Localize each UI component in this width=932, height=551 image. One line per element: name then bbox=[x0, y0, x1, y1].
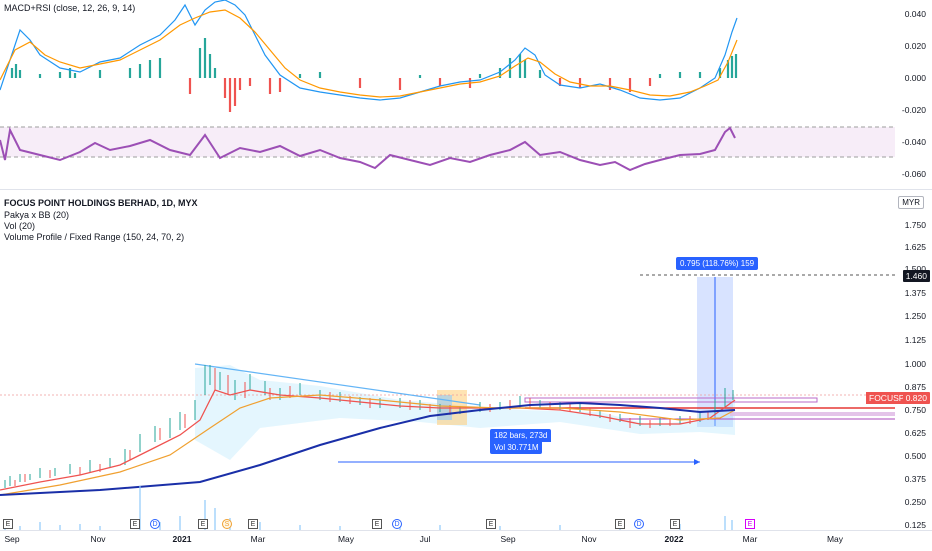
range-label-vol: Vol 30.771M bbox=[490, 441, 543, 454]
pane-divider[interactable] bbox=[0, 189, 932, 190]
price-tick: 0.750 bbox=[904, 405, 926, 415]
price-tick: 1.500 bbox=[904, 264, 926, 274]
earnings-event-icon[interactable]: E bbox=[130, 519, 140, 529]
price-tick: 0.625 bbox=[904, 428, 926, 438]
price-tick: 1.000 bbox=[904, 359, 926, 369]
macd-tick: 0.020 bbox=[904, 41, 926, 51]
price-tick: 1.250 bbox=[904, 311, 926, 321]
macd-tick: -0.020 bbox=[901, 105, 926, 115]
currency-badge[interactable]: MYR bbox=[898, 196, 924, 209]
time-axis-label: Sep bbox=[4, 534, 20, 544]
dividend-event-icon[interactable]: D bbox=[634, 519, 644, 529]
price-tick: 0.375 bbox=[904, 474, 926, 484]
symbol-legend: FOCUS POINT HOLDINGS BERHAD, 1D, MYX bbox=[4, 198, 198, 208]
ma-mid-line bbox=[0, 394, 736, 496]
price-tick: 1.750 bbox=[904, 220, 926, 230]
macd-rsi-pane[interactable]: MACD+RSI (close, 12, 26, 9, 14) 0.040 0.… bbox=[0, 0, 932, 190]
macd-tick: -0.040 bbox=[901, 137, 926, 147]
earnings-event-icon[interactable]: E bbox=[248, 519, 258, 529]
time-axis-label: Nov bbox=[90, 534, 106, 544]
indicator-legend[interactable]: Vol (20) bbox=[4, 221, 36, 231]
time-axis-label: 2021 bbox=[172, 534, 192, 544]
price-plot bbox=[0, 274, 895, 530]
indicator-legend[interactable]: Volume Profile / Fixed Range (150, 24, 7… bbox=[4, 232, 185, 242]
ma-slow-line bbox=[0, 401, 736, 496]
macd-rsi-plot bbox=[0, 0, 895, 172]
earnings-event-icon[interactable]: E bbox=[3, 519, 13, 529]
price-tick: 1.375 bbox=[904, 288, 926, 298]
earnings-event-icon[interactable]: E bbox=[486, 519, 496, 529]
earnings-event-icon[interactable]: E bbox=[615, 519, 625, 529]
price-tick: 0.125 bbox=[904, 520, 926, 530]
target-price-tag: 1.460 bbox=[902, 270, 930, 282]
split-event-icon[interactable]: S bbox=[222, 519, 232, 529]
time-axis-label: May bbox=[337, 534, 355, 544]
symbol-tag: FOCUSP bbox=[866, 392, 908, 404]
time-axis[interactable] bbox=[0, 530, 932, 551]
macd-title: MACD+RSI (close, 12, 26, 9, 14) bbox=[4, 3, 136, 13]
earnings-event-icon[interactable]: E bbox=[372, 519, 382, 529]
macd-histogram bbox=[10, 38, 738, 112]
time-axis-label: Jul bbox=[419, 534, 431, 544]
time-axis-label: May bbox=[826, 534, 844, 544]
indicator-legend[interactable]: Pakya x BB (20) bbox=[4, 210, 70, 220]
price-pane[interactable]: FOCUS POINT HOLDINGS BERHAD, 1D, MYX Pak… bbox=[0, 190, 932, 530]
price-tick: 0.875 bbox=[904, 382, 926, 392]
time-axis-label: 2022 bbox=[664, 534, 684, 544]
dividend-event-icon[interactable]: D bbox=[150, 519, 160, 529]
price-tick: 1.125 bbox=[904, 335, 926, 345]
rsi-line bbox=[0, 126, 736, 172]
price-tick: 1.625 bbox=[904, 242, 926, 252]
earnings-upcoming-event-icon[interactable]: E bbox=[745, 519, 755, 529]
range-label-bars: 182 bars, 273d bbox=[490, 429, 552, 442]
macd-line bbox=[0, 0, 738, 101]
ma-fast-line bbox=[0, 389, 736, 491]
macd-tick: 0.000 bbox=[904, 73, 926, 83]
price-tick: 0.250 bbox=[904, 497, 926, 507]
macd-tick: -0.060 bbox=[901, 169, 926, 179]
time-axis-label: Mar bbox=[742, 534, 758, 544]
earnings-event-icon[interactable]: E bbox=[198, 519, 208, 529]
time-axis-label: Sep bbox=[500, 534, 516, 544]
measure-label: 0.795 (118.76%) 159 bbox=[676, 257, 759, 270]
dividend-event-icon[interactable]: D bbox=[392, 519, 402, 529]
last-price-tag: 0.820 bbox=[902, 392, 930, 404]
signal-line bbox=[0, 9, 738, 98]
time-axis-label: Mar bbox=[250, 534, 266, 544]
earnings-event-icon[interactable]: E bbox=[670, 519, 680, 529]
macd-tick: 0.040 bbox=[904, 9, 926, 19]
price-tick: 0.500 bbox=[904, 451, 926, 461]
time-axis-label: Nov bbox=[581, 534, 597, 544]
